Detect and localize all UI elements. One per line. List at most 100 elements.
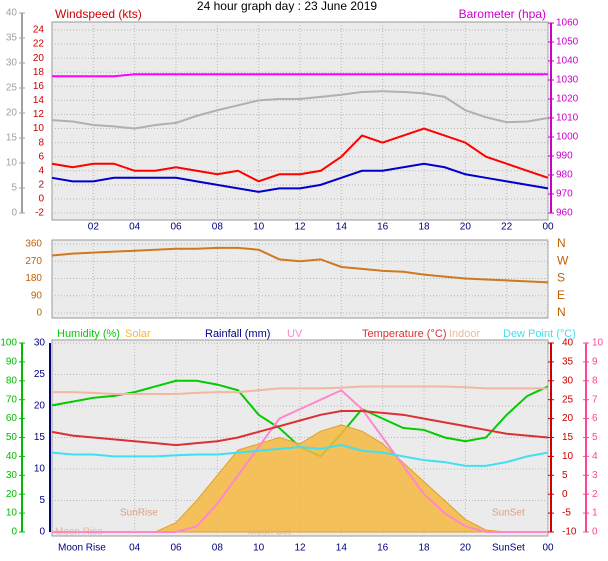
- annotation: Moon Rise: [58, 543, 106, 554]
- y3-tick-label: 40: [6, 451, 18, 462]
- series-line: [51, 90, 549, 130]
- y2-tick-label: 980: [556, 170, 573, 181]
- y-tick-label: 20: [33, 53, 45, 64]
- y4-tick-label: 6: [592, 413, 598, 424]
- x-tick-label: 00: [542, 543, 554, 554]
- series-line: [51, 246, 549, 284]
- y2-tick-label: 960: [556, 208, 573, 219]
- x-tick-label: 12: [294, 543, 306, 554]
- y3-tick-label: 70: [6, 394, 18, 405]
- y-label: Rainfall (mm): [205, 328, 270, 340]
- y2-tick-label: 0: [562, 489, 568, 500]
- y2-label: Barometer (hpa): [459, 7, 546, 21]
- y-tick-label: 25: [34, 369, 46, 380]
- y2-tick-label: 1060: [556, 18, 579, 29]
- y2-tick-label: N: [557, 305, 566, 319]
- x-tick-label: 20: [460, 543, 472, 554]
- x-tick-label: 04: [129, 222, 141, 233]
- x-tick-label: 08: [212, 222, 224, 233]
- y3-tick-label: 50: [6, 432, 18, 443]
- chart-title: 24 hour graph day : 23 June 2019: [197, 0, 377, 13]
- series-line: [52, 389, 548, 533]
- y-tick-label: 0: [39, 527, 45, 538]
- x-tick-label: 14: [336, 222, 348, 233]
- y2-tick-label: 5: [562, 470, 568, 481]
- y2-tick-label: W: [557, 253, 569, 267]
- y3-tick-label: 80: [6, 375, 18, 386]
- y4-tick-label: 5: [592, 432, 598, 443]
- y2-tick-label: 1040: [556, 56, 579, 67]
- y2-tick-label: 1010: [556, 113, 579, 124]
- legend-entry: Humidity (%): [57, 328, 120, 340]
- y2-tick-label: S: [557, 271, 565, 285]
- y2-tick-label: 35: [562, 357, 574, 368]
- y2-tick-label: 990: [556, 151, 573, 162]
- x-tick-label: 02: [88, 222, 100, 233]
- y-tick-label: 270: [25, 256, 42, 267]
- y3-tick-label: 0: [11, 527, 17, 538]
- y2-tick-label: 30: [562, 375, 574, 386]
- x-tick-label: 16: [377, 543, 389, 554]
- y4-tick-label: 10: [592, 338, 604, 349]
- y-label: Windspeed (kts): [55, 7, 142, 21]
- y2-tick-label: 1020: [556, 94, 579, 105]
- y-tick-label: 15: [34, 432, 46, 443]
- legend-entry: Temperature (°C): [362, 328, 446, 340]
- series-line: [51, 127, 549, 183]
- x-tick-label: 22: [501, 222, 513, 233]
- y-tick-label: 30: [34, 338, 46, 349]
- series-line: [51, 444, 549, 467]
- annotation: SunRise: [120, 508, 158, 519]
- y2-tick-label: 20: [562, 413, 574, 424]
- y4-tick-label: 8: [592, 375, 598, 386]
- y2-tick-label: -10: [562, 527, 577, 538]
- y-tick-label: 4: [38, 165, 44, 176]
- series-line: [52, 73, 548, 78]
- x-tick-label: 20: [460, 222, 472, 233]
- y2-tick-label: 1050: [556, 37, 579, 48]
- y4-tick-label: 2: [592, 489, 598, 500]
- y4-tick-label: 3: [592, 470, 598, 481]
- legend-entry: Dew Point (°C): [503, 328, 576, 340]
- y-tick-label: 22: [33, 39, 45, 50]
- y2-tick-label: N: [557, 236, 566, 250]
- y3-tick-label: 5: [11, 183, 17, 194]
- y-tick-label: 16: [33, 81, 45, 92]
- y-tick-label: 12: [33, 109, 45, 120]
- y3-tick-label: 90: [6, 357, 18, 368]
- y-tick-label: 24: [33, 25, 45, 36]
- legend-entry: Solar: [125, 328, 151, 340]
- x-tick-label: 10: [253, 543, 265, 554]
- y2-tick-label: E: [557, 288, 565, 302]
- y3-tick-label: 20: [6, 489, 18, 500]
- y-tick-label: 2: [38, 179, 44, 190]
- x-tick-label: 10: [253, 222, 265, 233]
- x-tick-label: 06: [170, 222, 182, 233]
- x-tick-label: 00: [542, 222, 554, 233]
- annotation: SunSet: [492, 543, 525, 554]
- y2-tick-label: 1030: [556, 75, 579, 86]
- y-tick-label: 0: [38, 194, 44, 205]
- y-tick-label: 6: [38, 151, 44, 162]
- y2-tick-label: 970: [556, 189, 573, 200]
- y3-tick-label: 10: [6, 158, 18, 169]
- y-tick-label: 180: [25, 273, 42, 284]
- annotation: SunSet: [492, 508, 525, 519]
- x-tick-label: 18: [418, 222, 430, 233]
- y-tick-label: 14: [33, 95, 45, 106]
- y-tick-label: 360: [25, 239, 42, 250]
- legend-entry: UV: [287, 328, 303, 340]
- y4-tick-label: 4: [592, 451, 598, 462]
- y2-tick-label: 40: [562, 338, 574, 349]
- y3-tick-label: 30: [6, 58, 18, 69]
- series-line: [52, 385, 548, 396]
- x-tick-label: 16: [377, 222, 389, 233]
- y-tick-label: 8: [38, 137, 44, 148]
- y2-tick-label: -5: [562, 508, 571, 519]
- y3-tick-label: 0: [11, 208, 17, 219]
- y3-tick-label: 40: [6, 8, 18, 19]
- y4-tick-label: 7: [592, 394, 598, 405]
- x-tick-label: 04: [129, 543, 141, 554]
- x-tick-label: 18: [418, 543, 430, 554]
